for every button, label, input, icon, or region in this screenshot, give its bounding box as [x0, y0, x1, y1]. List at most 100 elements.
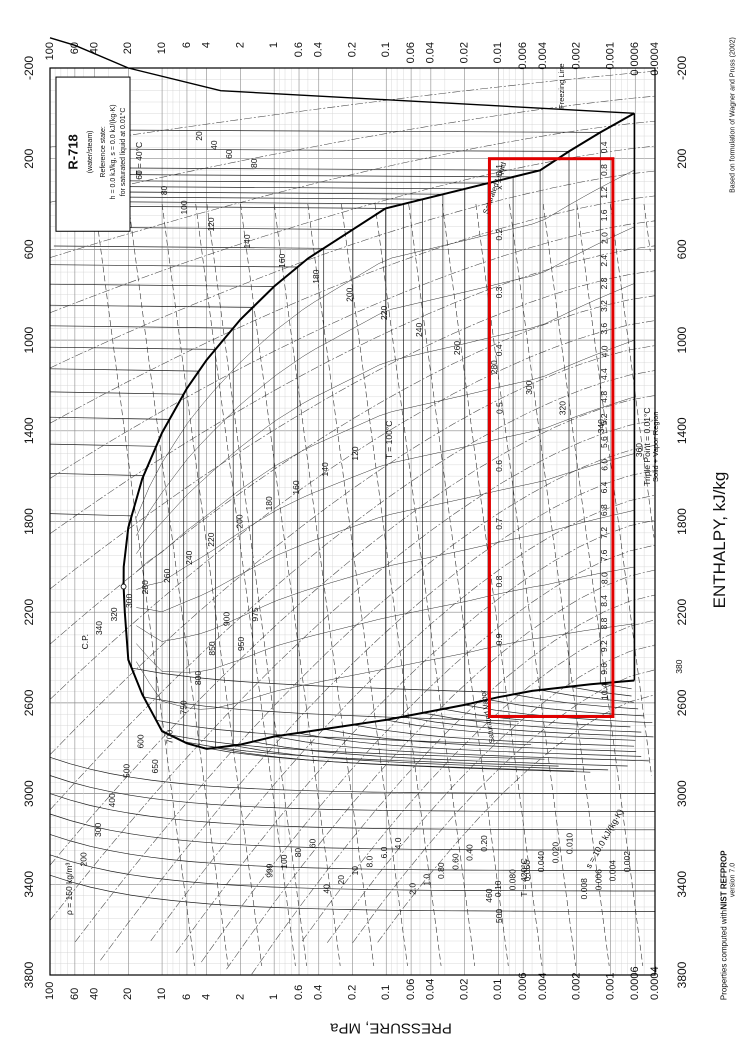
isochore-label: 800 — [193, 671, 203, 685]
isotherm-label: 360 — [634, 443, 644, 457]
isentrope — [100, 470, 656, 961]
isochore-label: 500 — [121, 764, 131, 778]
isotherm — [115, 191, 631, 728]
entropy-label: 8.4 — [599, 595, 609, 607]
entropy-label: 2.0 — [599, 232, 609, 244]
isochore-label: 750 — [179, 700, 189, 714]
isochore — [94, 203, 195, 966]
y-tick-label-top: 0.1 — [380, 42, 392, 57]
entropy-label: 7.2 — [599, 527, 609, 539]
quality-label: 0.2 — [494, 228, 504, 240]
y-tick-label-top: 60 — [69, 42, 81, 54]
isentrope — [352, 669, 656, 944]
quality-line — [136, 396, 635, 590]
y-tick-label-top: 0.0006 — [629, 42, 641, 76]
isotherm-label: 460 — [484, 888, 494, 902]
entropy-label: 2.8 — [599, 277, 609, 289]
saturated-vapor-line — [122, 586, 635, 750]
quality-line — [136, 226, 635, 536]
property-curves — [49, 37, 656, 975]
credit-left-prefix: Properties computed with — [719, 909, 729, 1001]
isentrope — [49, 370, 656, 811]
isotherm-label: 300 — [124, 594, 134, 608]
isochore-label: 0.006 — [593, 869, 603, 891]
entropy-label: 10.4 — [599, 683, 609, 700]
isotherm-label: 320 — [109, 607, 119, 621]
isotherm-label: 260 — [452, 341, 462, 355]
isochore-label: 0.080 — [508, 869, 518, 891]
isotherm-label: 300 — [524, 380, 534, 394]
isotherm-label: 320 — [557, 401, 567, 415]
isentrope — [49, 320, 656, 700]
isotherm-label: 340 — [94, 621, 104, 635]
y-tick-label-bottom: 0.002 — [571, 972, 583, 1000]
y-tick-label-bottom: 0.0006 — [629, 966, 641, 1000]
entropy-label: 0.4 — [599, 141, 609, 153]
isotherm-label: 140 — [320, 462, 330, 476]
isentrope — [74, 445, 656, 943]
isentrope — [49, 220, 656, 479]
isochore-label: 900 — [222, 612, 232, 626]
isotherm — [102, 201, 654, 738]
isochore-label: 0.020 — [550, 842, 560, 864]
x-tick-label-right: 2200 — [675, 599, 689, 626]
isochore-label: 60 — [307, 838, 317, 848]
isotherm — [75, 226, 635, 747]
isochore-label: 80 — [293, 848, 303, 858]
y-tick-label-top: 40 — [89, 42, 101, 54]
isochore-label: 0.004 — [608, 860, 618, 882]
isotherm-label: 200 — [344, 287, 354, 301]
isochore-label: ρ = 150 kg/m³ — [64, 863, 74, 915]
y-tick-label-top: 0.006 — [517, 42, 529, 70]
isentrope — [49, 195, 656, 424]
isotherm — [49, 416, 545, 760]
quality-line — [136, 566, 635, 673]
isotherm-label: C.P. — [80, 634, 90, 649]
entropy-label: 9.6 — [599, 663, 609, 675]
quality-line — [136, 453, 635, 613]
isentrope — [49, 70, 656, 148]
grid — [50, 67, 656, 976]
y-tick-label-top: 0.001 — [604, 42, 616, 70]
isochore-label: 950 — [236, 637, 246, 651]
entropy-label: 6.8 — [599, 504, 609, 516]
chart-subtitle: (water/steam) — [87, 130, 94, 173]
x-tick-label-right: 200 — [675, 148, 689, 168]
isotherm — [49, 304, 628, 767]
isotherm — [49, 472, 519, 722]
y-tick-label-top: 0.02 — [458, 42, 470, 63]
isentrope — [201, 544, 656, 963]
isotherm-label: 120 — [206, 217, 216, 231]
x-tick-label-right: 2600 — [675, 689, 689, 716]
entropy-label: 0.8 — [599, 164, 609, 176]
x-tick-label-left: -200 — [22, 56, 36, 80]
credit-left-name: NIST REFPROP — [719, 850, 729, 910]
isotherm — [49, 391, 559, 767]
isotherm-label: 280 — [140, 580, 150, 594]
y-tick-label-top: 10 — [156, 42, 168, 54]
isotherm — [119, 186, 653, 724]
y-tick-label-top: 0.06 — [405, 42, 417, 63]
x-tick-label-left: 600 — [22, 239, 36, 259]
isotherm — [49, 264, 642, 757]
entropy-label: 6.0 — [599, 459, 609, 471]
isotherm-label: 60 — [134, 170, 144, 180]
y-axis-title: PRESSURE, MPa — [330, 1019, 452, 1037]
isochore-label: 100 — [279, 854, 289, 868]
isotherm-label: 240 — [414, 323, 424, 337]
isotherm-label: 160 — [277, 253, 287, 267]
isotherm — [126, 167, 634, 703]
y-tick-label-bottom: 0.6 — [293, 985, 305, 1000]
isochore-label: 0.040 — [536, 851, 546, 873]
isotherm — [49, 874, 655, 912]
isochore-label: 6.0 — [379, 846, 389, 858]
y-tick-label-bottom: 0.001 — [604, 972, 616, 1000]
isotherm — [49, 513, 507, 693]
isotherm-label: T = 420°C — [519, 858, 529, 896]
isotherm-label: T = 100°C — [384, 421, 394, 459]
triple-point-label: Triple Point = 0.01°C — [642, 407, 652, 485]
x-tick-label-right: -200 — [675, 56, 689, 80]
isochore-label: 650 — [150, 759, 160, 773]
y-tick-label-top: 0.0004 — [649, 42, 661, 76]
quality-label: 0.6 — [494, 460, 504, 472]
